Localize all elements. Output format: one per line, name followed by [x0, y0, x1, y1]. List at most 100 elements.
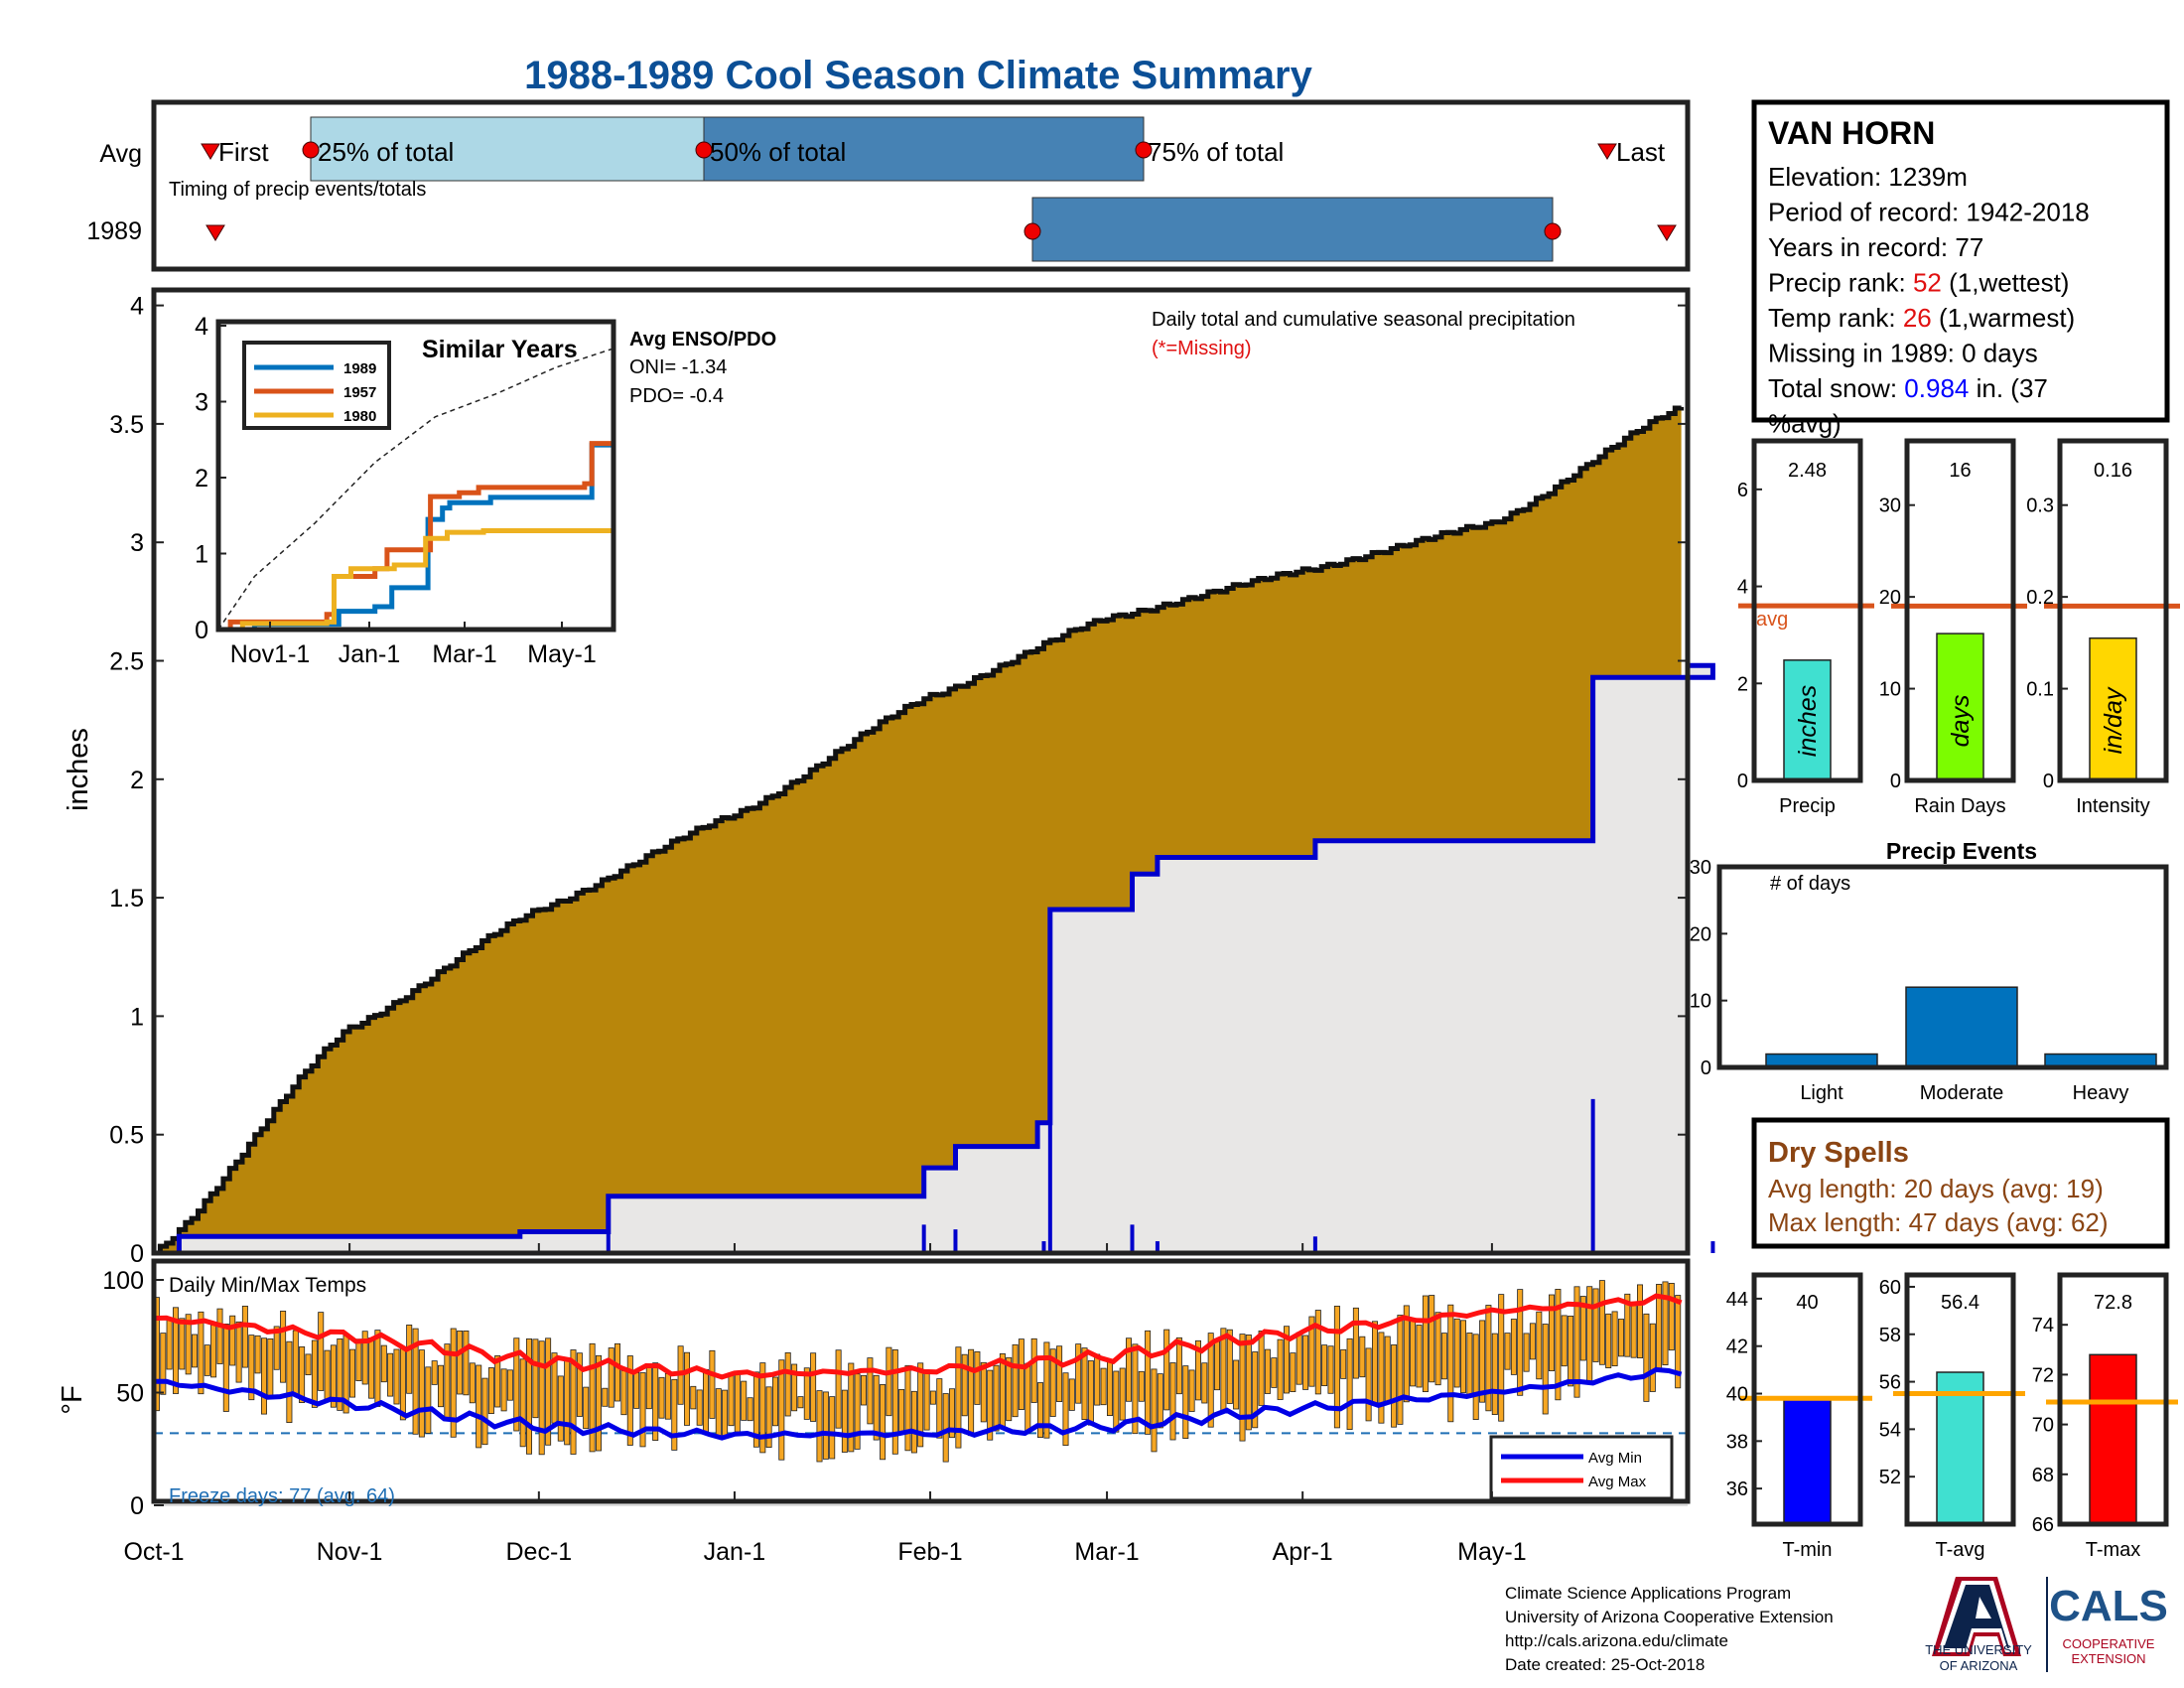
- daily-temp-bar: [1384, 1336, 1391, 1403]
- inset-frame: [215, 319, 616, 633]
- temps-ytick-label: 50: [116, 1380, 144, 1408]
- daily-temp-bar: [1188, 1369, 1195, 1412]
- 1989-25-dot: [1024, 222, 1041, 240]
- inset-ytick-label: 4: [195, 313, 208, 341]
- daily-temp-bar: [557, 1375, 564, 1442]
- daily-temp-bar: [848, 1362, 855, 1453]
- inset-ytick-label: 2: [195, 465, 208, 492]
- daily-temp-bar: [431, 1360, 438, 1385]
- daily-temp-bar: [210, 1325, 217, 1378]
- 1989-cumulative-line: [154, 662, 1715, 1256]
- station-line-text: Missing in 1989: 0 days: [1768, 339, 2038, 368]
- 1989-last-marker: [1657, 224, 1677, 241]
- daily-temp-bar: [854, 1373, 861, 1450]
- summary-ytick-label: 0: [1737, 771, 1748, 792]
- summary-ytick-label: 0: [1890, 771, 1901, 792]
- temp-ytick-label: 68: [2032, 1465, 2054, 1486]
- daily-temp-bar: [1403, 1305, 1410, 1403]
- station-line-text: Years in record: 77: [1768, 232, 1983, 262]
- daily-temp-bar: [803, 1367, 810, 1420]
- events-ytick-label: 0: [1701, 1057, 1711, 1079]
- temp-value-label: 40: [1796, 1292, 1818, 1314]
- timing-panel: Avg 1989 First 25% of total 50% of total…: [86, 99, 1691, 272]
- summary-value-bar: [2089, 636, 2137, 781]
- daily-temp-bar: [494, 1355, 501, 1408]
- daily-temp-bar: [337, 1338, 343, 1411]
- daily-temp-bar: [1119, 1367, 1126, 1421]
- daily-temp-bar: [772, 1376, 779, 1427]
- daily-temp-bar: [1472, 1334, 1479, 1421]
- station-line-7: %avg): [1768, 409, 1842, 439]
- daily-temp-bar: [1195, 1339, 1202, 1401]
- main-ytick-label: 4: [130, 293, 144, 321]
- main-ylabel: inches: [63, 728, 94, 811]
- daily-temp-bar: [198, 1311, 205, 1395]
- station-line-1: Period of record: 1942-2018: [1768, 198, 2090, 227]
- ua-logo-line2: OF ARIZONA: [1940, 1658, 2018, 1673]
- xtick-label: Apr-1: [1273, 1538, 1333, 1566]
- station-name: VAN HORN: [1768, 115, 1935, 151]
- footer-line-3: http://cals.arizona.edu/climate: [1505, 1631, 1728, 1650]
- main-ytick-label: 0: [130, 1240, 144, 1268]
- dry-spells-frame: [1751, 1117, 2170, 1249]
- daily-temp-bar: [633, 1372, 640, 1409]
- daily-temp-bar: [583, 1386, 590, 1430]
- footer-credits: Climate Science Applications Program Uni…: [1505, 1584, 1834, 1674]
- station-line-suffix: (1,wettest): [1942, 268, 2070, 298]
- daily-temp-bar: [1624, 1293, 1631, 1357]
- daily-temp-bar: [1637, 1284, 1644, 1359]
- daily-temp-bar: [1126, 1337, 1133, 1402]
- legend-avg-min-label: Avg Min: [1588, 1450, 1642, 1467]
- avg-25-50-bar: [310, 116, 705, 182]
- daily-temp-bar: [1151, 1368, 1158, 1453]
- daily-temp-bar: [260, 1337, 267, 1415]
- daily-temp-bar: [949, 1388, 956, 1439]
- daily-temps-chart: Daily Min/Max Temps Freeze days: 77 (avg…: [57, 1258, 1691, 1520]
- daily-temp-bar: [715, 1388, 722, 1437]
- daily-temp-bar: [1201, 1362, 1208, 1404]
- daily-temp-bar: [1485, 1305, 1492, 1412]
- station-line-text: Elevation: 1239m: [1768, 162, 1968, 192]
- daily-temp-bar: [1030, 1337, 1037, 1403]
- precip-event-label: Light: [1800, 1082, 1843, 1104]
- daily-temp-bar: [469, 1362, 476, 1404]
- daily-temp-bar: [1157, 1373, 1163, 1429]
- university-of-arizona-logo: THE UNIVERSITY OF ARIZONA: [1925, 1577, 2032, 1673]
- daily-temp-bar: [703, 1368, 710, 1435]
- daily-temp-bar: [1327, 1345, 1334, 1394]
- temp-ytick-label: 70: [2032, 1415, 2054, 1437]
- daily-temp-bar: [1429, 1295, 1435, 1383]
- precip-event-label: Moderate: [1920, 1082, 2004, 1104]
- station-line-5: Missing in 1989: 0 days: [1768, 339, 2038, 368]
- daily-temp-bar: [1012, 1343, 1019, 1418]
- daily-temp-bar: [1321, 1344, 1328, 1386]
- summary-ytick-label: 10: [1879, 679, 1901, 701]
- daily-temp-bar: [936, 1378, 943, 1439]
- cals-logo-line2: EXTENSION: [2071, 1651, 2145, 1666]
- temp-ytick-label: 40: [1726, 1384, 1748, 1406]
- daily-temp-bar: [1434, 1312, 1441, 1386]
- footer-line-2: University of Arizona Cooperative Extens…: [1505, 1608, 1834, 1626]
- daily-temp-bar: [1062, 1372, 1069, 1446]
- daily-temp-bar: [645, 1364, 652, 1410]
- daily-temp-bar: [923, 1370, 930, 1431]
- daily-temp-bar: [752, 1371, 759, 1448]
- summary-value-label: 2.48: [1788, 460, 1827, 482]
- avg-min-line: [154, 1366, 1683, 1441]
- daily-temp-bar: [1479, 1320, 1486, 1403]
- avg-50-75-bar: [703, 116, 1145, 182]
- daily-temp-bar: [273, 1326, 280, 1370]
- temp-value-bar: [1936, 1371, 1984, 1525]
- daily-temp-bar: [626, 1355, 633, 1446]
- precip-events-frame-top: [1716, 864, 2169, 1070]
- summary-unit-label: days: [1947, 695, 1975, 748]
- daily-temp-bar: [759, 1362, 766, 1454]
- daily-temp-bar: [1258, 1331, 1265, 1406]
- temp-panel-frame: [1904, 1272, 2016, 1527]
- daily-temp-bar: [1573, 1286, 1580, 1398]
- temps-ylabel: °F: [57, 1385, 88, 1414]
- timing-subtitle: Timing of precip events/totals: [169, 179, 426, 201]
- daily-temp-bar: [570, 1349, 577, 1455]
- 1989-precip-bar: [1031, 197, 1554, 262]
- daily-temp-bar: [1346, 1337, 1353, 1431]
